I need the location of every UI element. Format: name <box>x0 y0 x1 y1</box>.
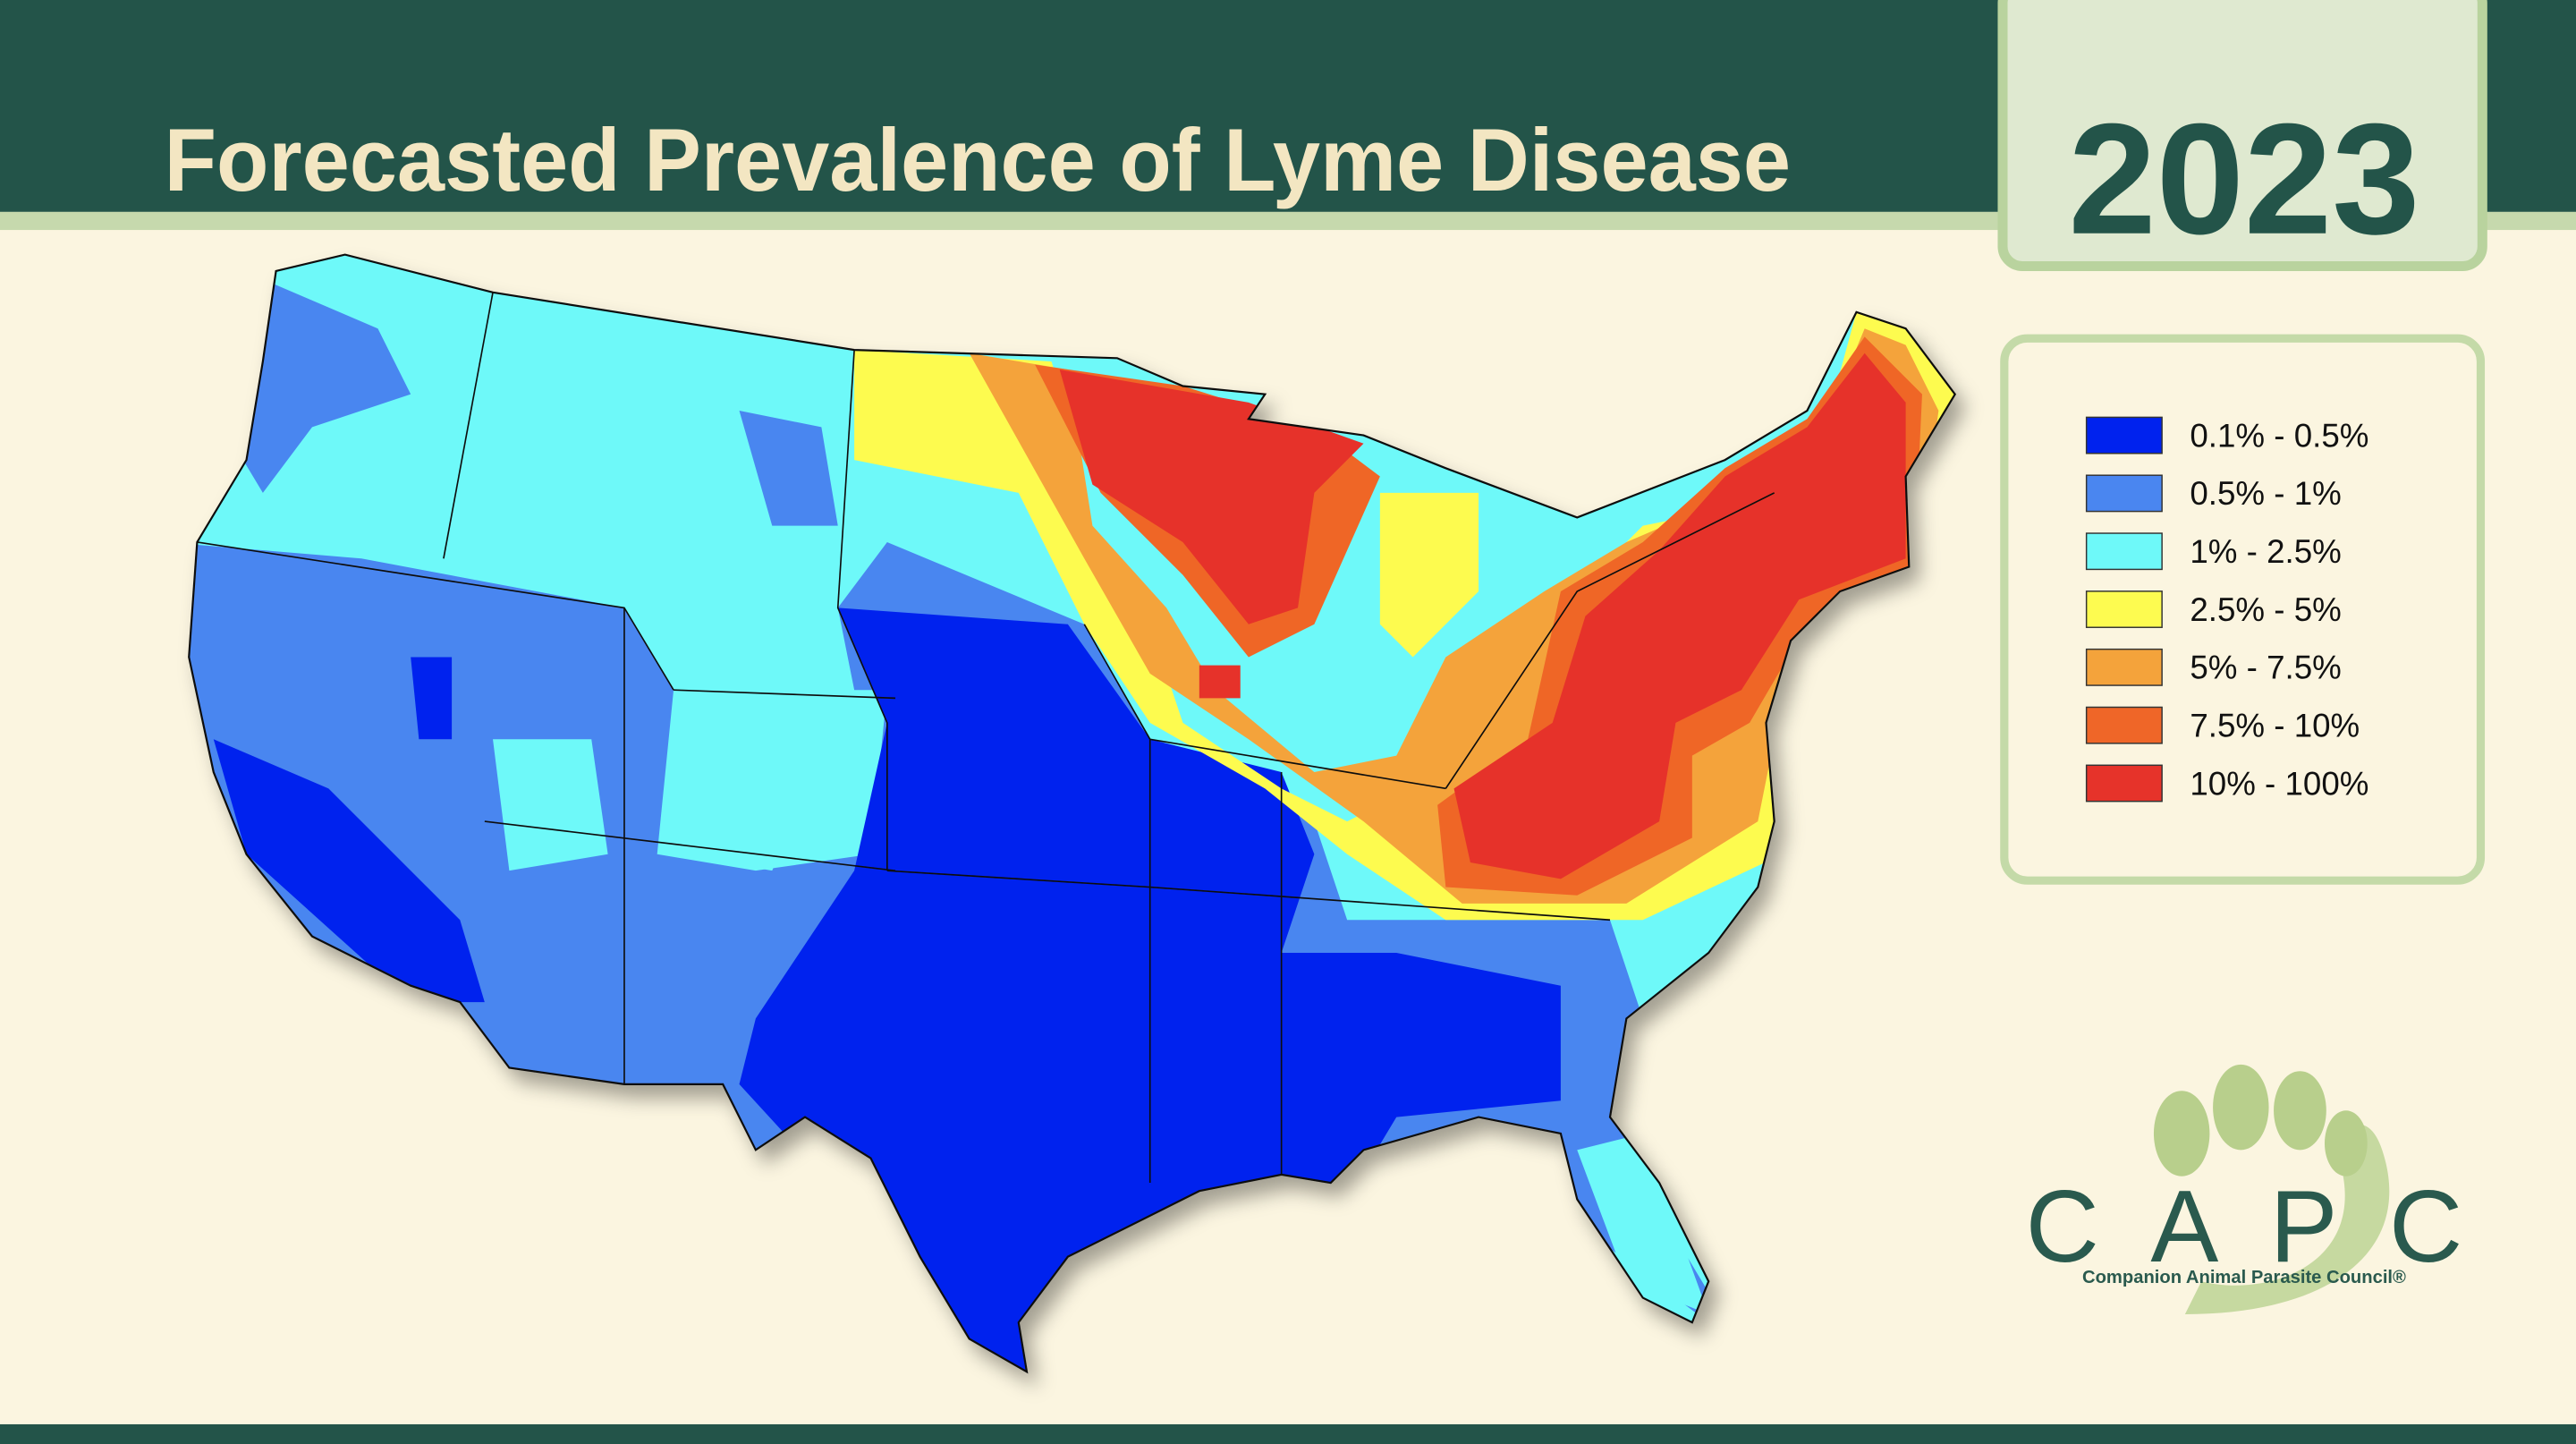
legend-label: 1% - 2.5% <box>2190 533 2341 570</box>
legend-label: 10% - 100% <box>2190 765 2368 802</box>
map-region <box>1577 1133 1709 1314</box>
map-region <box>969 328 1939 904</box>
paw-toe <box>2324 1110 2368 1176</box>
map-region <box>213 739 485 1003</box>
legend-label: 0.5% - 1% <box>2190 475 2341 512</box>
legend-swatch <box>2085 764 2163 803</box>
map-region <box>493 739 608 871</box>
us-border <box>188 253 1957 1374</box>
state-border <box>443 292 494 559</box>
paw-toe <box>2153 1091 2210 1176</box>
state-border <box>836 350 888 871</box>
state-border <box>484 820 896 871</box>
year-box <box>1997 0 2487 271</box>
legend-swatch <box>2085 648 2163 686</box>
legend-label: 0.1% - 0.5% <box>2190 417 2368 454</box>
map-region <box>1199 665 1241 699</box>
legend-box <box>2000 334 2486 885</box>
legend: 0.1% - 0.5% 0.5% - 1% 1% - 2.5% 2.5% - 5% 5%… <box>2085 416 2368 803</box>
legend-label: 7.5% - 10% <box>2190 708 2360 744</box>
state-border <box>674 689 896 700</box>
legend-swatch <box>2085 416 2163 454</box>
title: Forecasted Prevalence of Lyme Disease <box>165 111 1791 210</box>
legend-label: 5% - 7.5% <box>2190 650 2341 686</box>
legend-label: 2.5% - 5% <box>2190 591 2341 628</box>
logo-crescent <box>2184 1125 2390 1314</box>
legend-swatch <box>2085 474 2163 513</box>
year: 2023 <box>2068 91 2419 268</box>
map-region <box>739 411 838 526</box>
map-region <box>411 657 453 740</box>
map-region <box>1453 353 1906 879</box>
logo-subtitle: Companion Animal Parasite Council® <box>2082 1268 2406 1287</box>
state-border <box>1149 738 1446 790</box>
legend-swatch <box>2085 532 2163 571</box>
legend-swatch <box>2085 706 2163 744</box>
map-region <box>1059 369 1364 624</box>
paw-toe <box>2213 1064 2269 1151</box>
state-border <box>1445 492 1775 789</box>
legend-swatch <box>2085 590 2163 628</box>
footer-band <box>0 1423 2576 1444</box>
map-region <box>657 690 887 871</box>
paw-toe <box>2274 1071 2326 1151</box>
header-stripe <box>0 211 2576 231</box>
